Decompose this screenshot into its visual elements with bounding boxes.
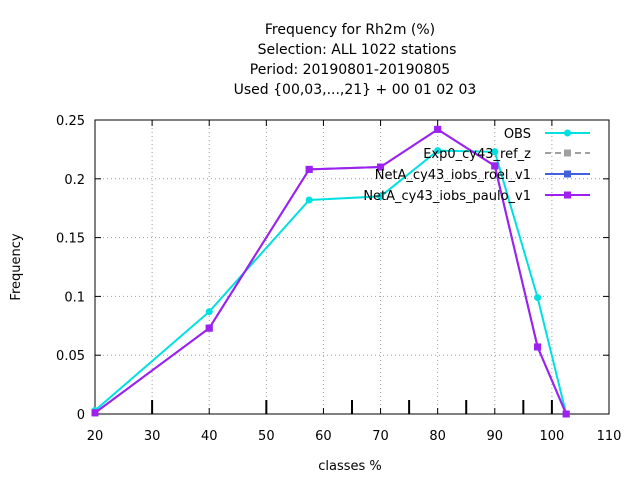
data-point — [491, 148, 499, 156]
legend-label: NetA_cy43_iobs_roel_v1 — [375, 168, 531, 183]
title-line-3: Period: 20190801-20190805 — [250, 62, 450, 78]
title-line-4: Used {00,03,...,21} + 00 01 02 03 — [234, 82, 477, 98]
legend-marker — [564, 191, 571, 199]
data-point — [534, 294, 542, 302]
data-point — [434, 147, 442, 155]
legend-marker — [564, 170, 571, 178]
data-point — [305, 196, 313, 204]
title-line-2: Selection: ALL 1022 stations — [258, 42, 457, 58]
y-tick-label: 0 — [77, 408, 85, 423]
series-line-3 — [94, 128, 568, 415]
legend-marker — [564, 129, 571, 137]
data-point — [305, 165, 313, 173]
data-point — [534, 343, 542, 351]
y-axis-ticks: 0 0.05 0.1 0.15 0.2 0.25 — [56, 114, 609, 423]
data-series — [91, 125, 570, 418]
plot-frame — [94, 119, 610, 415]
legend-label: Exp0_cy43_ref_z — [423, 147, 531, 162]
x-tick-label: 40 — [201, 429, 218, 444]
x-tick-label: 60 — [315, 429, 332, 444]
x-tick-label: 110 — [597, 429, 622, 444]
data-point — [491, 162, 499, 170]
data-point — [91, 409, 99, 417]
y-tick-label: 0.25 — [56, 114, 85, 129]
y-tick-label: 0.05 — [56, 349, 85, 364]
legend-marker — [564, 149, 571, 157]
x-tick-label: 90 — [487, 429, 504, 444]
series-line-0 — [94, 149, 568, 415]
y-axis-label: Frequency — [9, 233, 24, 300]
data-point — [562, 410, 570, 418]
x-tick-label: 80 — [429, 429, 446, 444]
title-line-1: Frequency for Rh2m (%) — [265, 22, 435, 38]
data-point — [434, 125, 442, 133]
legend-label: NetA_cy43_iobs_paulo_v1 — [363, 189, 531, 204]
x-tick-label: 30 — [144, 429, 161, 444]
data-point — [377, 163, 385, 171]
class-boundary-marks — [151, 400, 553, 414]
y-tick-label: 0.15 — [56, 232, 85, 247]
data-point — [205, 324, 213, 332]
x-tick-label: 100 — [539, 429, 564, 444]
y-tick-label: 0.1 — [64, 290, 85, 305]
x-axis-label: classes % — [318, 459, 382, 474]
x-tick-label: 70 — [372, 429, 389, 444]
data-point — [377, 192, 385, 200]
x-tick-label: 50 — [258, 429, 275, 444]
data-point — [205, 308, 213, 316]
grid — [95, 120, 609, 414]
legend-label: OBS — [504, 127, 531, 142]
y-tick-label: 0.2 — [64, 173, 85, 188]
legend: OBS Exp0_cy43_ref_z NetA_cy43_iobs_roel_v1… — [363, 127, 590, 204]
x-axis-ticks: 20 30 40 50 60 70 80 90 100 110 — [87, 120, 622, 444]
x-tick-label: 20 — [87, 429, 104, 444]
chart-title: Frequency for Rh2m (%) Selection: ALL 10… — [234, 22, 477, 98]
